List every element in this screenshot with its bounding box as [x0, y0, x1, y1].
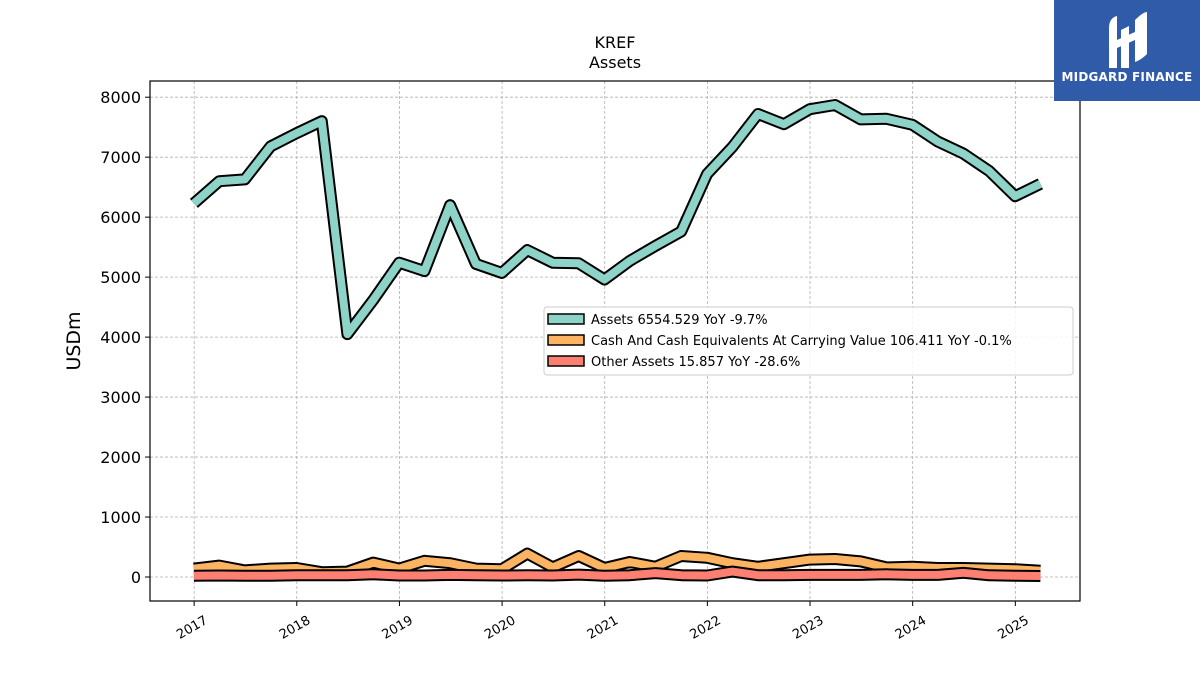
y-tick-label: 2000: [100, 448, 141, 467]
chart-title: KREF: [595, 33, 636, 52]
series-line: [191, 101, 1043, 339]
x-tick-label: 2020: [482, 613, 518, 643]
logo-text: MIDGARD FINANCE: [1061, 70, 1193, 84]
x-tick-label: 2022: [688, 613, 724, 643]
y-tick-label: 0: [131, 568, 141, 587]
y-tick-label: 4000: [100, 328, 141, 347]
legend-label: Other Assets 15.857 YoY -28.6%: [591, 355, 800, 370]
y-axis: 0 1000 2000 3000 4000 5000 6000 7000 8000: [100, 88, 150, 587]
legend-swatch: [547, 334, 585, 346]
x-tick-label: 2018: [277, 613, 313, 643]
x-tick-label: 2017: [174, 613, 210, 643]
logo-mark-icon: [1109, 12, 1147, 68]
y-tick-label: 5000: [100, 268, 141, 287]
x-tick-label: 2021: [585, 613, 621, 643]
x-tick-label: 2025: [996, 613, 1032, 643]
series-layer: [189, 99, 1044, 582]
y-tick-label: 7000: [100, 148, 141, 167]
y-tick-label: 6000: [100, 208, 141, 227]
y-tick-label: 1000: [100, 508, 141, 527]
brand-logo: MIDGARD FINANCE: [1054, 0, 1200, 101]
x-tick-label: 2024: [893, 613, 929, 643]
legend: Assets 6554.529 YoY -9.7% Cash And Cash E…: [543, 306, 1074, 376]
legend-swatch: [547, 313, 585, 325]
legend-label: Assets 6554.529 YoY -9.7%: [591, 313, 768, 328]
series-line: [193, 567, 1041, 580]
plot-frame: [149, 80, 1081, 602]
x-tick-label: 2023: [790, 613, 826, 643]
chart-subtitle: Assets: [589, 53, 641, 72]
y-tick-label: 8000: [100, 88, 141, 107]
legend-swatch: [547, 355, 585, 367]
legend-box: [543, 306, 1074, 376]
y-tick-label: 3000: [100, 388, 141, 407]
y-axis-label: USDm: [63, 311, 85, 370]
legend-label: Cash And Cash Equivalents At Carrying Va…: [591, 334, 1012, 349]
x-axis: 2017 2018 2019 2020 2021 2022 2023 2024 2025: [174, 601, 1032, 643]
x-tick-label: 2019: [380, 613, 416, 643]
